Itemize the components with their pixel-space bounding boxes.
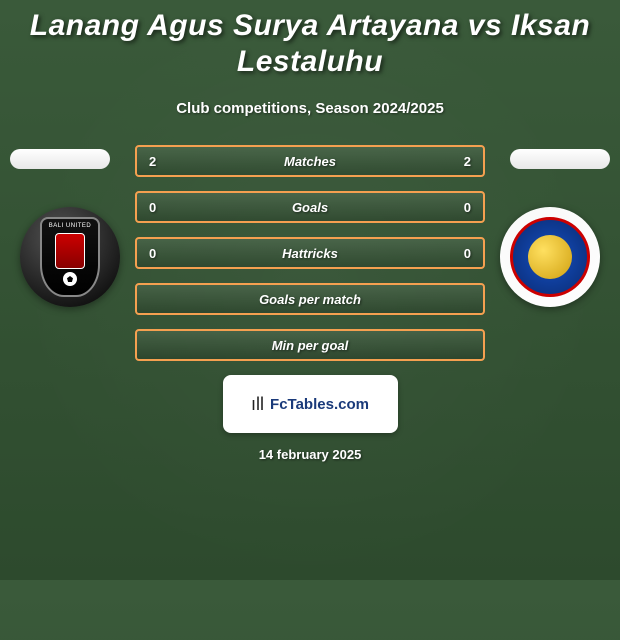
page-title: Lanang Agus Surya Artayana vs Iksan Lest…: [0, 0, 620, 82]
stat-row: Min per goal: [135, 329, 485, 361]
footer-brand-text: FcTables.com: [270, 396, 369, 413]
shield-left-text: BALI UNITED: [49, 223, 92, 229]
stat-row: Goals per match: [135, 283, 485, 315]
date-text: 14 february 2025: [0, 447, 620, 462]
left-team-crest: BALI UNITED: [20, 207, 120, 307]
stat-label: Matches: [179, 154, 441, 169]
footer-brand-box[interactable]: ıll FcTables.com: [223, 375, 398, 433]
stat-row: 2 Matches 2: [135, 145, 485, 177]
stat-left-value: 2: [149, 154, 179, 169]
stat-right-value: 0: [441, 200, 471, 215]
stats-rows: 2 Matches 2 0 Goals 0 0 Hattricks 0 Goal…: [135, 145, 485, 361]
stat-left-value: 0: [149, 200, 179, 215]
right-country-pill: [510, 149, 610, 169]
stat-row: 0 Hattricks 0: [135, 237, 485, 269]
stat-label: Goals: [179, 200, 441, 215]
stat-label: Hattricks: [179, 246, 441, 261]
subtitle: Club competitions, Season 2024/2025: [0, 100, 620, 117]
left-country-pill: [10, 149, 110, 169]
chart-bars-icon: ıll: [251, 394, 264, 415]
content-area: BALI UNITED 2 Matches 2 0 Goals 0 0 Hatt…: [0, 145, 620, 462]
shield-left-emblem: [55, 233, 85, 269]
stat-row: 0 Goals 0: [135, 191, 485, 223]
ball-icon: [63, 272, 77, 286]
stat-label: Goals per match: [179, 292, 441, 307]
stat-right-value: 2: [441, 154, 471, 169]
right-team-crest: [500, 207, 600, 307]
stat-label: Min per goal: [179, 338, 441, 353]
stat-left-value: 0: [149, 246, 179, 261]
bali-united-shield: BALI UNITED: [40, 217, 100, 297]
stat-right-value: 0: [441, 246, 471, 261]
arema-badge: [510, 217, 590, 297]
